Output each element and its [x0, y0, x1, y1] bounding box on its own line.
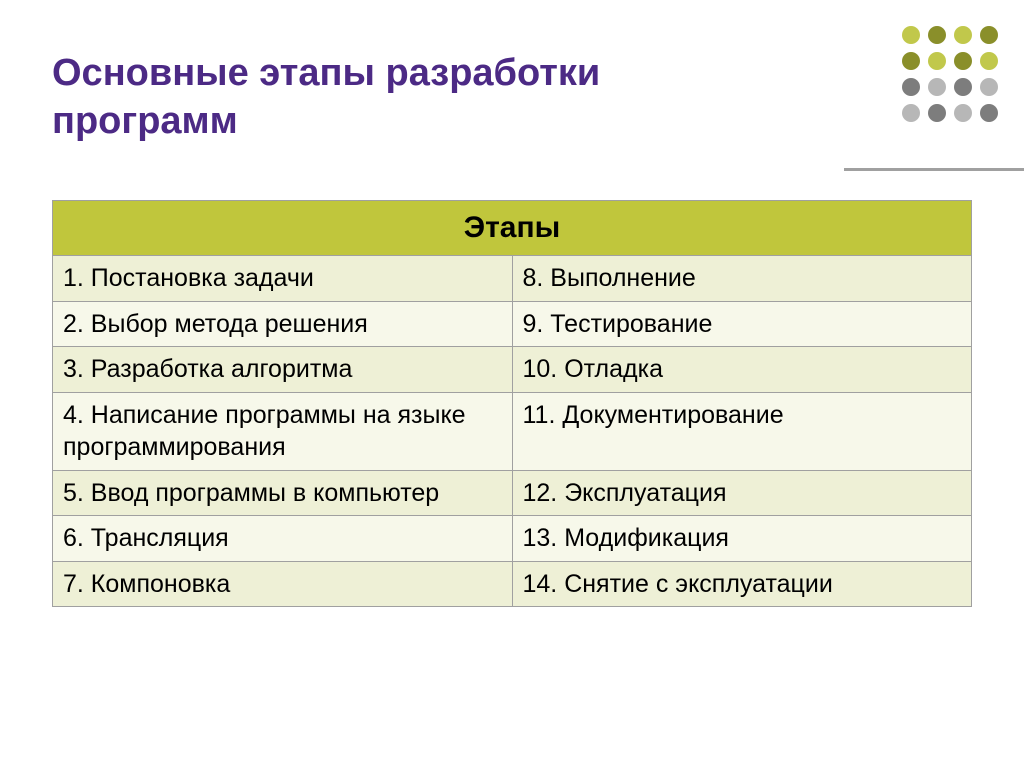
decor-dot — [980, 104, 998, 122]
decor-dot — [980, 78, 998, 96]
decor-dot — [902, 26, 920, 44]
decor-dot — [928, 104, 946, 122]
stage-cell-left: 1. Постановка задачи — [53, 256, 513, 302]
decor-dot — [928, 52, 946, 70]
stages-table-body: 1. Постановка задачи8. Выполнение2. Выбо… — [53, 256, 972, 607]
stage-cell-right: 8. Выполнение — [512, 256, 972, 302]
slide: Основные этапы разработки программ Этапы… — [0, 0, 1024, 768]
stage-cell-right: 9. Тестирование — [512, 301, 972, 347]
decor-dot — [902, 78, 920, 96]
stage-cell-right: 11. Документирование — [512, 392, 972, 470]
decor-dot — [928, 78, 946, 96]
stage-cell-left: 4. Написание программы на языке программ… — [53, 392, 513, 470]
stage-cell-left: 5. Ввод программы в компьютер — [53, 470, 513, 516]
stage-cell-right: 12. Эксплуатация — [512, 470, 972, 516]
stage-cell-left: 6. Трансляция — [53, 516, 513, 562]
stage-cell-left: 2. Выбор метода решения — [53, 301, 513, 347]
table-row: 2. Выбор метода решения9. Тестирование — [53, 301, 972, 347]
table-row: 5. Ввод программы в компьютер12. Эксплуа… — [53, 470, 972, 516]
decor-dot — [954, 78, 972, 96]
table-row: 3. Разработка алгоритма10. Отладка — [53, 347, 972, 393]
table-row: 1. Постановка задачи8. Выполнение — [53, 256, 972, 302]
stage-cell-left: 7. Компоновка — [53, 561, 513, 607]
decor-horizontal-rule — [844, 168, 1024, 171]
page-title: Основные этапы разработки программ — [52, 50, 652, 145]
decor-dot — [902, 52, 920, 70]
table-row: 6. Трансляция13. Модификация — [53, 516, 972, 562]
decor-dot-grid — [902, 26, 998, 130]
decor-dot — [902, 104, 920, 122]
stage-cell-right: 14. Снятие с эксплуатации — [512, 561, 972, 607]
table-row: 4. Написание программы на языке программ… — [53, 392, 972, 470]
stages-table-header: Этапы — [53, 201, 972, 256]
stage-cell-left: 3. Разработка алгоритма — [53, 347, 513, 393]
stage-cell-right: 10. Отладка — [512, 347, 972, 393]
stages-table: Этапы 1. Постановка задачи8. Выполнение2… — [52, 200, 972, 607]
stage-cell-right: 13. Модификация — [512, 516, 972, 562]
decor-dot — [980, 52, 998, 70]
decor-dot — [980, 26, 998, 44]
decor-dot — [954, 104, 972, 122]
decor-dot — [954, 52, 972, 70]
table-row: 7. Компоновка14. Снятие с эксплуатации — [53, 561, 972, 607]
decor-dot — [928, 26, 946, 44]
decor-dot — [954, 26, 972, 44]
